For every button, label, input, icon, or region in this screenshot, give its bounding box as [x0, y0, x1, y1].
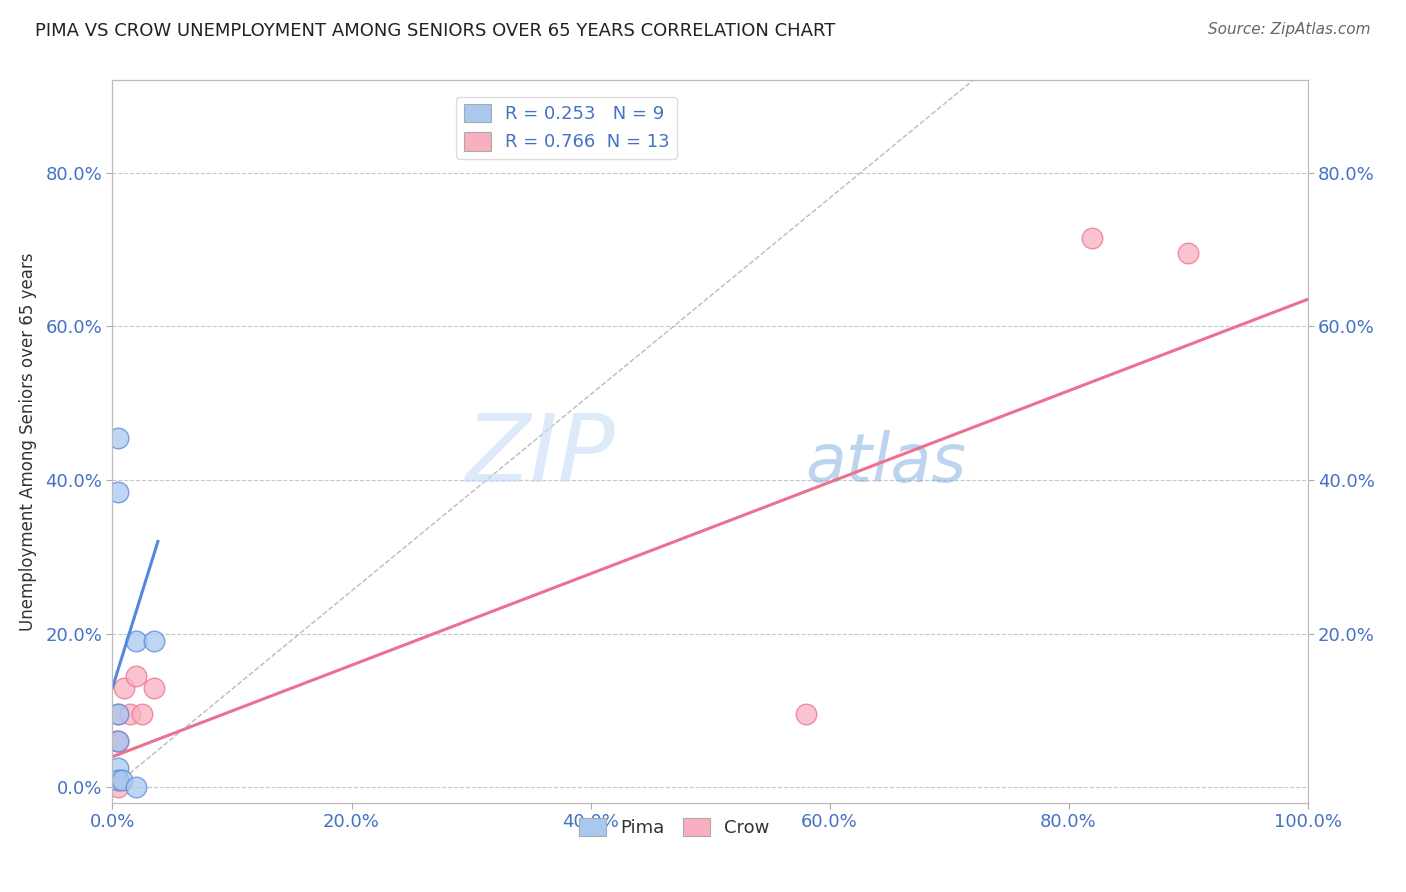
Point	[125, 634, 148, 648]
Point	[107, 431, 129, 445]
Point	[107, 734, 129, 748]
Point	[120, 707, 142, 722]
Text: PIMA VS CROW UNEMPLOYMENT AMONG SENIORS OVER 65 YEARS CORRELATION CHART: PIMA VS CROW UNEMPLOYMENT AMONG SENIORS …	[35, 22, 835, 40]
Point	[111, 772, 134, 787]
Point	[107, 761, 129, 775]
Point	[794, 707, 817, 722]
Point	[105, 734, 128, 748]
Point	[107, 772, 129, 787]
Point	[125, 780, 148, 795]
Point	[107, 772, 129, 787]
Text: atlas: atlas	[806, 430, 967, 496]
Point	[114, 681, 135, 695]
Text: ZIP: ZIP	[465, 410, 614, 501]
Text: Source: ZipAtlas.com: Source: ZipAtlas.com	[1208, 22, 1371, 37]
Legend: Pima, Crow: Pima, Crow	[572, 811, 776, 845]
Point	[1177, 246, 1199, 260]
Point	[143, 681, 166, 695]
Point	[125, 669, 148, 683]
Point	[107, 734, 129, 748]
Point	[107, 707, 129, 722]
Point	[107, 780, 129, 795]
Point	[143, 634, 166, 648]
Point	[107, 707, 129, 722]
Point	[1081, 231, 1104, 245]
Point	[107, 484, 129, 499]
Point	[131, 707, 153, 722]
Y-axis label: Unemployment Among Seniors over 65 years: Unemployment Among Seniors over 65 years	[18, 252, 37, 631]
